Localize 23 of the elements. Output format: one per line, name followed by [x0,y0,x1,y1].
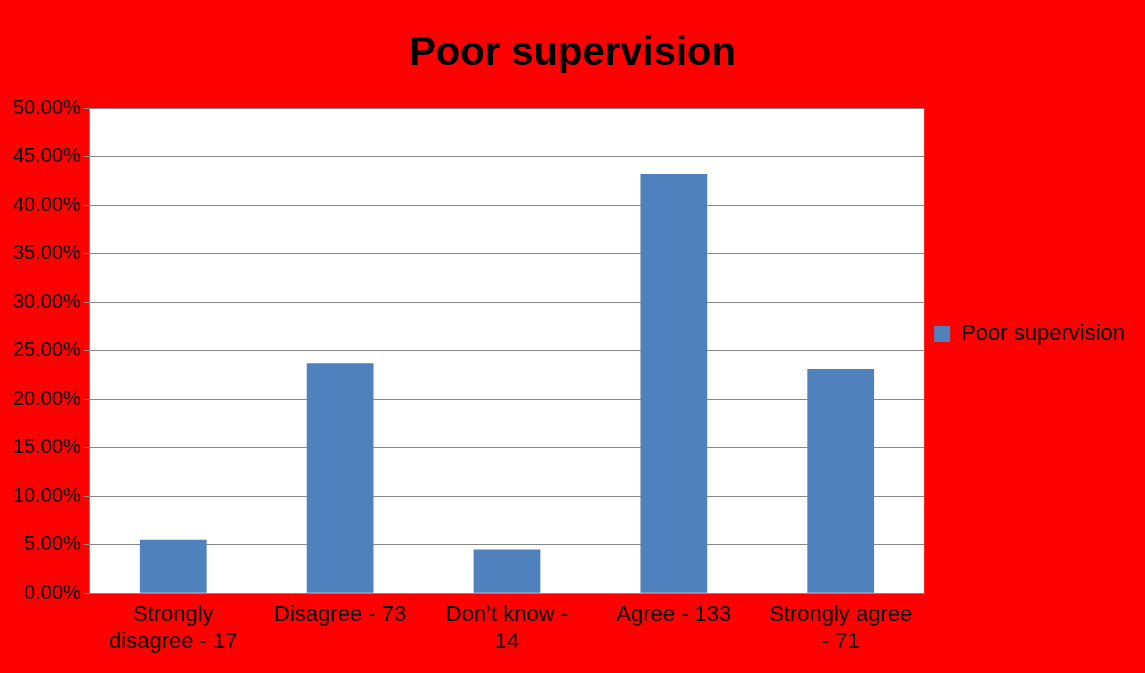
x-tick-label: Strongly disagree - 17 [109,601,238,653]
y-tick-label: 25.00% [12,338,82,361]
y-tick-label: 30.00% [12,289,82,312]
x-tick-label: Disagree - 73 [274,601,407,627]
y-tick-label: 0.00% [24,580,82,603]
bar [640,173,708,593]
bar [807,369,875,593]
bar [139,539,207,593]
y-tick-label: 15.00% [12,435,82,458]
y-tick-label: 35.00% [12,241,82,264]
x-tick-label: Strongly agree - 71 [769,601,913,653]
y-tick-label: 40.00% [12,192,82,215]
y-tick-label: 10.00% [12,483,82,506]
bar [473,549,541,593]
y-tick-label: 50.00% [12,95,82,118]
x-tick-label: Agree - 133 [616,601,732,627]
bar [306,363,374,593]
chart-title: Poor supervision [409,29,736,74]
legend-label: Poor supervision [961,320,1126,346]
y-tick-label: 5.00% [24,532,82,555]
x-tick-label: Don’t know - 14 [445,601,569,653]
y-tick-label: 45.00% [12,144,82,167]
y-tick-label: 20.00% [12,386,82,409]
